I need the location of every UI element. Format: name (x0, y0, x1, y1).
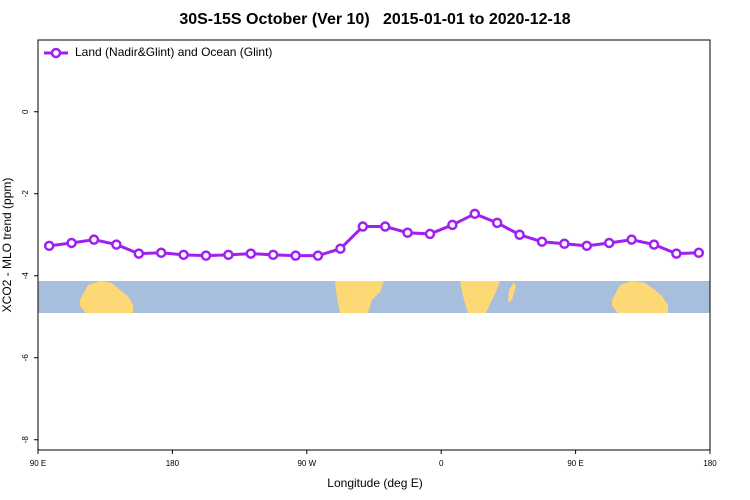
y-tick-label: -2 (21, 190, 30, 198)
marker (536, 236, 548, 247)
line (49, 212, 699, 258)
x-tick-label: 0 (439, 459, 444, 468)
marker (648, 239, 660, 250)
marker (43, 240, 55, 252)
marker (379, 221, 391, 232)
marker (424, 228, 436, 240)
marker (447, 219, 458, 231)
land (508, 282, 516, 302)
marker (514, 229, 525, 240)
x-tick-label: 180 (703, 459, 717, 468)
x-tick-label: 180 (166, 459, 180, 468)
marker (559, 238, 570, 250)
marker (626, 234, 637, 245)
chart-title: 30S-15S October (Ver 10) 2015-01-01 to 2… (179, 11, 570, 28)
marker (66, 237, 77, 249)
marker (469, 208, 481, 220)
legend-marker (50, 47, 62, 59)
marker (335, 243, 346, 254)
marker (245, 248, 257, 259)
x-tick-label: 90 E (30, 459, 46, 468)
y-axis-label: XCO2 - MLO trend (ppm) (0, 178, 14, 313)
land (80, 281, 133, 313)
y-tick-label: 0 (21, 109, 30, 114)
marker (178, 249, 189, 261)
x-tick-label: 90 W (297, 459, 316, 468)
y-tick-label: -8 (21, 436, 30, 444)
y-tick-label: -6 (21, 354, 30, 362)
land (460, 281, 500, 313)
marker (312, 250, 324, 261)
map-strip (38, 281, 710, 313)
y-tick-label: -4 (21, 272, 30, 280)
marker (402, 227, 413, 238)
marker (671, 248, 682, 259)
marker (88, 234, 100, 245)
marker (357, 221, 369, 232)
marker (491, 217, 503, 229)
legend-label: Land (Nadir&Glint) and Ocean (Glint) (75, 45, 272, 59)
land (612, 281, 668, 313)
marker (133, 248, 145, 259)
marker (603, 237, 615, 249)
land (335, 281, 384, 313)
marker (200, 250, 212, 261)
marker (581, 240, 593, 252)
marker (267, 249, 279, 261)
marker (111, 239, 122, 250)
x-tick-label: 90 E (567, 459, 583, 468)
marker (290, 250, 301, 261)
plot-frame (37, 39, 711, 451)
marker (223, 249, 234, 261)
x-axis-label: Longitude (deg E) (327, 476, 422, 490)
marker (693, 247, 705, 259)
marker (155, 247, 167, 259)
